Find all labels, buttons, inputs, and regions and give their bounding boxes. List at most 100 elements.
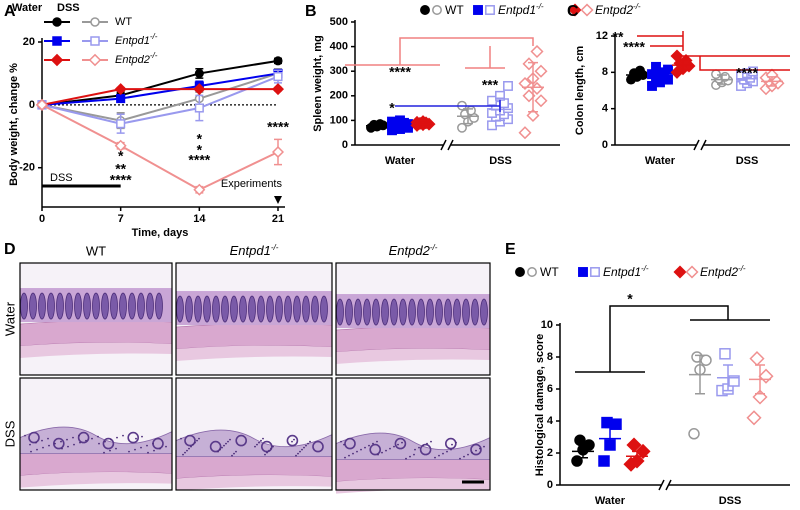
cell-nucleus bbox=[141, 435, 143, 438]
marker bbox=[50, 53, 64, 67]
marker bbox=[114, 139, 127, 152]
axis-break bbox=[665, 479, 672, 491]
inflamed-mucosa bbox=[335, 432, 491, 460]
axis-break bbox=[700, 139, 707, 151]
y-tick-label: 6 bbox=[547, 383, 553, 395]
marker bbox=[503, 81, 513, 91]
crypt bbox=[435, 298, 443, 326]
cell-nucleus bbox=[303, 446, 305, 449]
y-tick-label: 10 bbox=[541, 319, 553, 331]
crypt bbox=[286, 434, 299, 447]
x-tick-label: Water bbox=[385, 155, 416, 167]
marker bbox=[574, 434, 586, 446]
cell-nucleus bbox=[103, 451, 105, 454]
cell-nucleus bbox=[422, 444, 424, 447]
cell-nucleus bbox=[348, 454, 350, 457]
cell-nucleus bbox=[147, 451, 149, 454]
cell-nucleus bbox=[219, 448, 221, 451]
column-header: WT bbox=[86, 243, 106, 258]
marker bbox=[590, 267, 600, 277]
histology-image bbox=[335, 377, 491, 494]
crypt bbox=[203, 295, 211, 323]
crypt bbox=[146, 292, 154, 320]
marker bbox=[685, 265, 699, 279]
marker bbox=[578, 267, 588, 277]
marker bbox=[647, 81, 657, 91]
y-tick-label: 400 bbox=[330, 41, 348, 53]
cell-nucleus bbox=[377, 453, 379, 456]
marker bbox=[534, 94, 548, 108]
error-bar bbox=[695, 354, 705, 395]
crypt bbox=[47, 292, 55, 320]
marker bbox=[193, 183, 206, 196]
cell-nucleus bbox=[368, 444, 370, 447]
cell-nucleus bbox=[343, 443, 345, 446]
cell-nucleus bbox=[110, 438, 112, 441]
cell-nucleus bbox=[184, 451, 186, 454]
cell-nucleus bbox=[190, 445, 192, 448]
panel-label: C bbox=[567, 3, 579, 20]
cell-nucleus bbox=[426, 442, 428, 445]
significance: * bbox=[389, 100, 395, 116]
marker bbox=[52, 17, 62, 27]
cell-nucleus bbox=[389, 447, 391, 450]
cell-nucleus bbox=[483, 445, 485, 448]
cell-nucleus bbox=[446, 450, 448, 453]
crypt bbox=[426, 298, 434, 326]
legend-label: Entpd1-/- bbox=[603, 264, 649, 280]
crypt bbox=[408, 298, 416, 326]
legend-header: DSS bbox=[57, 2, 80, 14]
genotype-superscript: -/- bbox=[738, 264, 746, 273]
cell-nucleus bbox=[340, 440, 342, 443]
cell-nucleus bbox=[47, 437, 49, 440]
cell-nucleus bbox=[291, 440, 293, 443]
marker bbox=[711, 69, 721, 80]
cell-nucleus bbox=[135, 437, 137, 440]
cell-nucleus bbox=[194, 441, 196, 444]
submucosa bbox=[20, 342, 172, 359]
crypt bbox=[312, 440, 324, 453]
y-tick-label: 0 bbox=[29, 99, 35, 111]
gene-name: Entpd1 bbox=[115, 35, 150, 47]
crypt bbox=[344, 437, 356, 450]
y-axis-label: Colon length, cm bbox=[574, 46, 586, 135]
genotype-superscript: -/- bbox=[430, 243, 438, 252]
x-tick-label: 21 bbox=[272, 213, 284, 225]
x-tick-label: 0 bbox=[39, 213, 45, 225]
significance: *** bbox=[482, 77, 499, 93]
muscularis bbox=[19, 320, 173, 347]
endpoint-label: Experiments bbox=[221, 178, 283, 190]
cell-nucleus bbox=[305, 444, 307, 447]
x-tick-label: DSS bbox=[489, 155, 512, 167]
crypt bbox=[101, 292, 109, 320]
error-bar bbox=[372, 123, 382, 128]
cell-nucleus bbox=[356, 450, 358, 453]
x-tick-label: 7 bbox=[118, 213, 124, 225]
series-line bbox=[41, 59, 279, 106]
crypt bbox=[230, 295, 238, 323]
significance-bracket bbox=[650, 41, 684, 51]
marker bbox=[568, 3, 582, 17]
marker bbox=[90, 17, 100, 27]
crypt bbox=[444, 437, 457, 450]
marker bbox=[748, 66, 758, 77]
legend-label: Entpd1-/- bbox=[115, 32, 158, 47]
marker bbox=[688, 428, 700, 440]
crypt bbox=[417, 298, 425, 326]
cell-nucleus bbox=[385, 449, 387, 452]
cell-nucleus bbox=[159, 447, 161, 450]
cell-nucleus bbox=[85, 439, 87, 442]
cell-nucleus bbox=[430, 440, 432, 443]
x-tick-label: Water bbox=[595, 495, 626, 507]
marker bbox=[35, 98, 49, 111]
crypt bbox=[185, 295, 193, 323]
cell-nucleus bbox=[227, 440, 229, 443]
series-line bbox=[41, 103, 279, 191]
histology-image bbox=[19, 377, 173, 491]
crypt bbox=[453, 298, 461, 326]
column-header: Entpd1-/- bbox=[230, 243, 279, 259]
cell-nucleus bbox=[192, 443, 194, 446]
crypt bbox=[372, 298, 380, 326]
significance-bracket bbox=[465, 46, 505, 69]
cell-nucleus bbox=[104, 440, 106, 443]
